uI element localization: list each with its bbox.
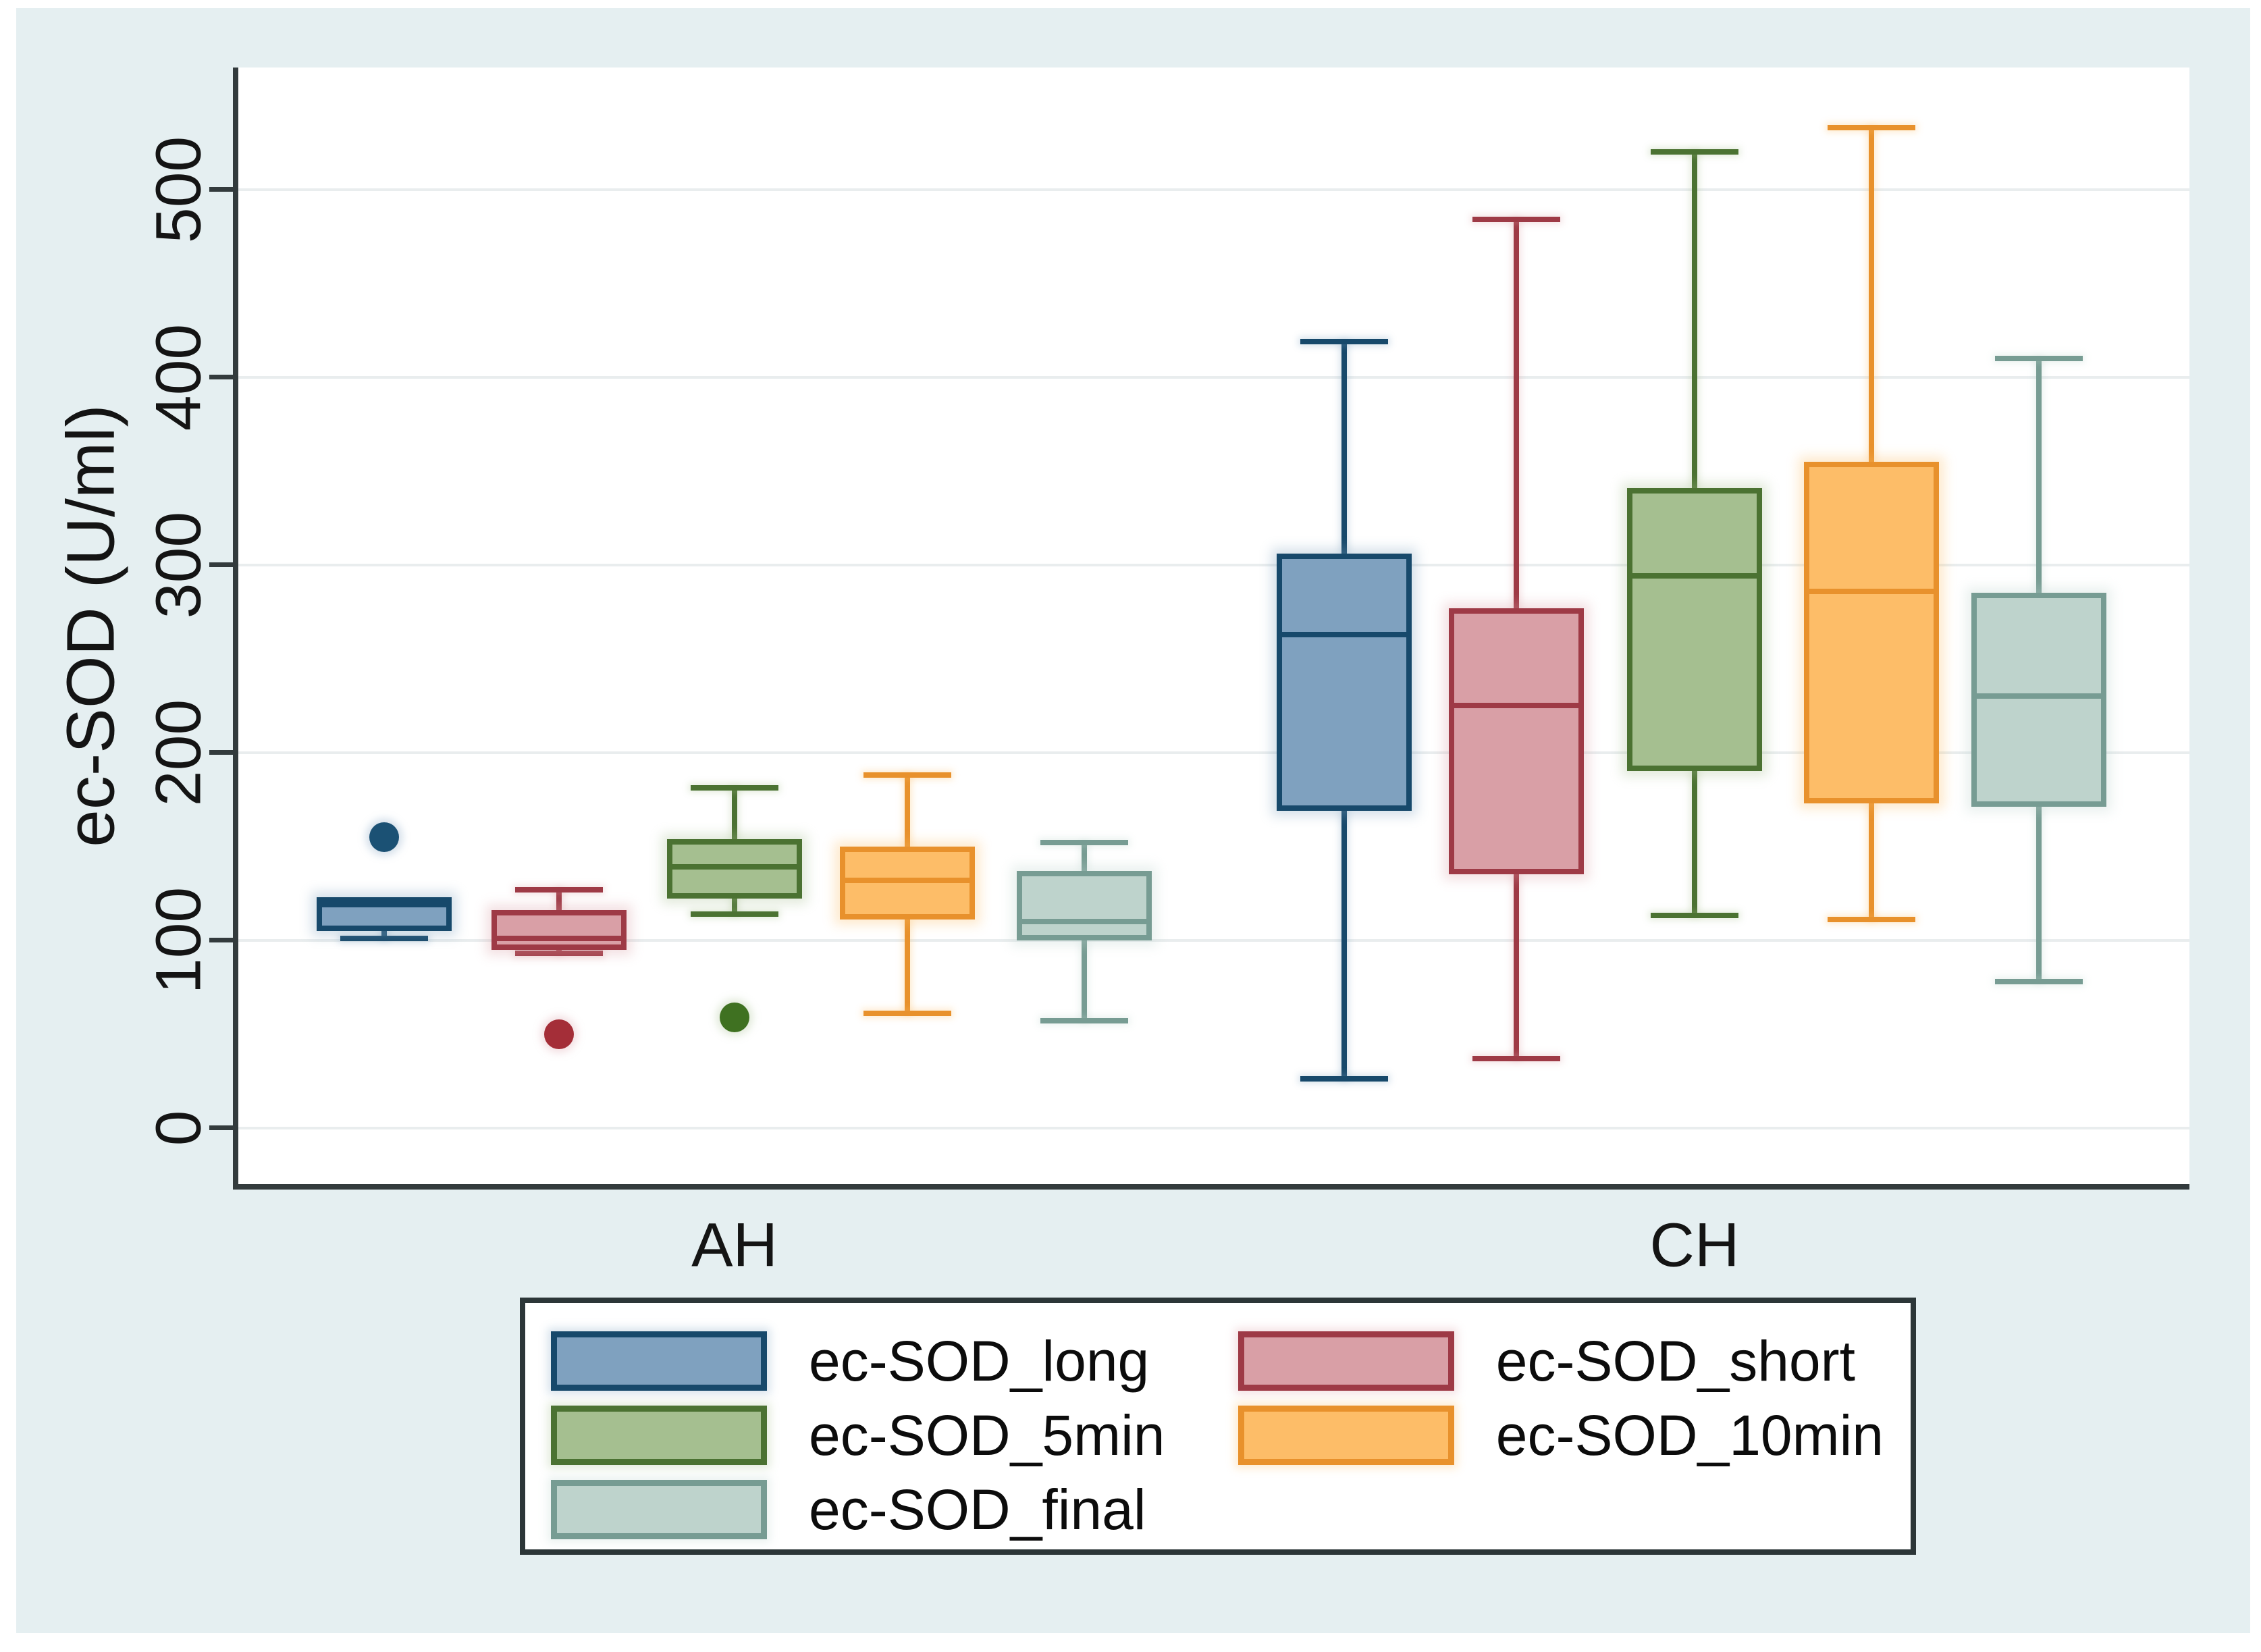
median-line (497, 935, 621, 941)
y-tick-label: 200 (142, 699, 215, 806)
legend-swatch-icon (551, 1480, 767, 1539)
whisker-lower-stem (1869, 803, 1874, 920)
whisker-lower-stem (905, 920, 910, 1014)
whisker-upper-stem (1341, 341, 1347, 554)
y-tick-mark (209, 938, 238, 943)
whisker-lower-cap (1995, 978, 2083, 984)
box-ec-SOD_long-CH (1277, 553, 1412, 811)
whisker-lower-stem (381, 930, 387, 938)
whisker-lower-stem (1692, 771, 1697, 916)
y-tick-mark (209, 562, 238, 568)
whisker-upper-cap (1995, 355, 2083, 361)
box-ec-SOD_short-AH (491, 910, 627, 950)
box-ec-SOD_10min-CH (1804, 461, 1939, 803)
legend-label: ec-SOD_long (809, 1329, 1150, 1393)
legend-entry: ec-SOD_short (1238, 1329, 1884, 1393)
whisker-upper-stem (732, 788, 737, 839)
legend-entry: ec-SOD_5min (551, 1403, 1238, 1468)
y-gridline (238, 375, 2189, 379)
legend-box: ec-SOD_long ec-SOD_short ec-SOD_5min ec-SOD… (520, 1298, 1916, 1555)
legend-swatch-icon (551, 1331, 767, 1391)
box-ec-SOD_short-CH (1449, 608, 1584, 875)
whisker-upper-stem (1514, 219, 1519, 608)
median-line (1809, 588, 1934, 594)
y-gridline (238, 563, 2189, 566)
legend-swatch-icon (1238, 1331, 1454, 1391)
whisker-upper-cap (863, 772, 951, 778)
legend-label: ec-SOD_10min (1495, 1403, 1884, 1467)
outlier-dot (720, 1002, 749, 1032)
whisker-lower-cap (515, 951, 603, 957)
median-line (1282, 631, 1406, 637)
whisker-lower-cap (863, 1011, 951, 1017)
whisker-lower-cap (340, 935, 428, 941)
whisker-upper-stem (2036, 358, 2042, 593)
y-tick-mark (209, 750, 238, 755)
y-tick-label: 100 (142, 886, 215, 994)
y-tick-mark (209, 375, 238, 380)
whisker-upper-cap (1040, 840, 1128, 846)
y-tick-label: 400 (142, 323, 215, 431)
legend-entry: ec-SOD_final (551, 1477, 1238, 1542)
whisker-lower-cap (1472, 1055, 1560, 1061)
whisker-upper-stem (556, 889, 562, 911)
median-line (1632, 573, 1757, 579)
whisker-upper-cap (1651, 149, 1738, 155)
whisker-lower-cap (1300, 1076, 1388, 1082)
whisker-lower-cap (691, 911, 778, 917)
y-axis-line (233, 68, 238, 1190)
whisker-upper-stem (1869, 127, 1874, 462)
whisker-lower-stem (1082, 940, 1087, 1021)
median-line (672, 864, 797, 870)
whisker-lower-cap (1040, 1018, 1128, 1024)
y-gridline (238, 188, 2189, 191)
median-line (1454, 703, 1578, 709)
median-line (1022, 918, 1146, 924)
whisker-upper-cap (1828, 124, 1915, 130)
y-tick-label: 300 (142, 511, 215, 618)
legend-label: ec-SOD_5min (809, 1403, 1165, 1467)
y-tick-label: 0 (142, 1110, 215, 1146)
y-gridline (238, 938, 2189, 942)
outlier-dot (544, 1019, 574, 1049)
whisker-upper-cap (1472, 217, 1560, 223)
y-tick-mark (209, 1125, 238, 1131)
y-tick-label: 500 (142, 136, 215, 243)
whisker-lower-cap (1828, 917, 1915, 923)
y-axis-title: ec-SOD (U/ml) (53, 404, 129, 847)
x-axis-line (233, 1184, 2189, 1190)
median-line (322, 901, 446, 907)
legend-swatch-icon (551, 1406, 767, 1465)
y-gridline (238, 751, 2189, 754)
median-line (845, 877, 969, 883)
whisker-lower-stem (1514, 874, 1519, 1059)
legend-entry: ec-SOD_10min (1238, 1403, 1884, 1468)
legend-label: ec-SOD_short (1495, 1329, 1855, 1393)
whisker-upper-cap (1300, 338, 1388, 344)
whisker-lower-stem (732, 899, 737, 914)
whisker-upper-cap (515, 886, 603, 892)
whisker-upper-stem (1082, 843, 1087, 871)
whisker-upper-stem (905, 774, 910, 847)
outlier-dot (369, 822, 399, 852)
box-ec-SOD_final-AH (1017, 870, 1152, 940)
legend-swatch-icon (1238, 1406, 1454, 1465)
plot-area: 0 100 200 300 400 500 (143, 68, 2189, 1190)
whisker-lower-stem (2036, 807, 2042, 982)
y-tick-mark (209, 187, 238, 192)
box-ec-SOD_final-CH (1971, 593, 2106, 807)
whisker-upper-cap (691, 785, 778, 791)
whisker-lower-stem (1341, 810, 1347, 1080)
whisker-lower-cap (1651, 913, 1738, 919)
x-group-label-ch: CH (1649, 1210, 1740, 1280)
whisker-upper-stem (1692, 152, 1697, 488)
legend-label: ec-SOD_final (809, 1477, 1146, 1541)
legend-entry: ec-SOD_long (551, 1329, 1238, 1393)
y-gridline (238, 1126, 2189, 1129)
x-group-label-ah: AH (691, 1210, 778, 1280)
box-ec-SOD_10min-AH (840, 846, 975, 920)
box-ec-SOD_5min-CH (1627, 487, 1762, 772)
median-line (1977, 693, 2101, 699)
